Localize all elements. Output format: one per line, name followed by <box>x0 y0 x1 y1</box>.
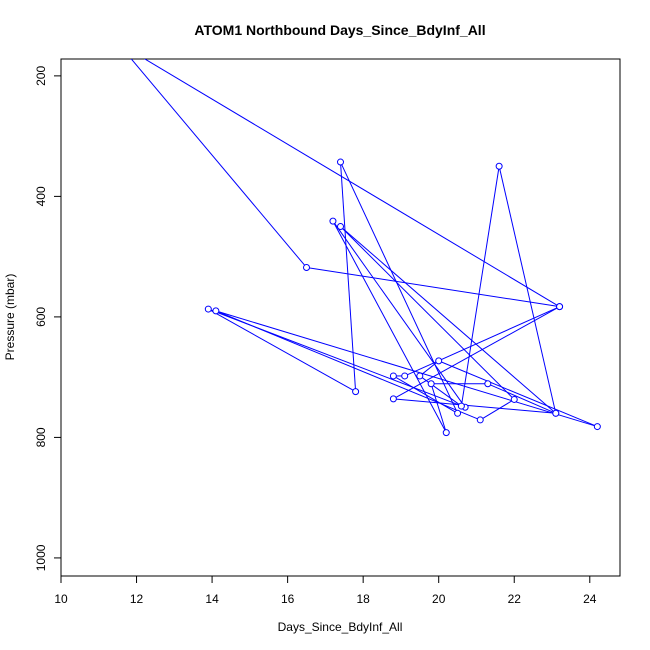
data-point <box>552 409 560 417</box>
data-point <box>204 305 212 313</box>
series-line-segment <box>215 310 481 421</box>
x-tick-label: 22 <box>508 592 522 606</box>
y-tick-label: 200 <box>34 66 48 86</box>
series-line-segment <box>332 220 466 408</box>
series-line-segment <box>393 306 560 400</box>
x-tick-label: 12 <box>130 592 144 606</box>
series-line-segment <box>430 383 447 433</box>
data-point <box>435 357 443 365</box>
x-tick-label: 18 <box>356 592 370 606</box>
x-axis-label: Days_Since_BdyInf_All <box>278 620 403 634</box>
y-axis: 200 400 600 800 1000 <box>34 66 62 571</box>
data-point <box>476 416 484 424</box>
chart-title: ATOM1 Northbound Days_Since_BdyInf_All <box>194 22 485 38</box>
series-line-segment <box>130 59 307 268</box>
series-line-segment <box>393 398 556 414</box>
data-point <box>495 162 503 170</box>
x-tick-label: 10 <box>54 592 68 606</box>
series-line-segment <box>419 375 462 407</box>
series-line-segment <box>340 162 357 392</box>
series-line-segment <box>479 399 515 421</box>
plot-area <box>130 59 601 437</box>
data-point <box>442 429 450 437</box>
series-line-segment <box>306 266 560 308</box>
y-tick-label: 800 <box>34 427 48 447</box>
data-point <box>416 372 424 380</box>
data-point <box>401 372 409 380</box>
series-line-segment <box>143 59 560 308</box>
x-tick-label: 24 <box>583 592 597 606</box>
y-tick-label: 1000 <box>34 544 48 571</box>
x-tick-label: 14 <box>205 592 219 606</box>
series-line-segment <box>438 360 598 428</box>
series-line-segment <box>487 383 556 414</box>
data-point <box>484 380 492 388</box>
x-tick-label: 16 <box>281 592 295 606</box>
x-tick-label: 20 <box>432 592 446 606</box>
y-tick-label: 400 <box>34 186 48 206</box>
series-line-segment <box>215 310 598 428</box>
y-tick-label: 600 <box>34 307 48 327</box>
data-point <box>337 158 344 166</box>
data-point <box>556 303 564 311</box>
data-point <box>510 395 518 403</box>
data-point <box>389 372 397 380</box>
series-line-segment <box>460 166 500 407</box>
data-point <box>352 388 360 396</box>
y-axis-label: Pressure (mbar) <box>3 274 17 361</box>
data-point <box>427 380 435 388</box>
series-line-segment <box>340 226 557 414</box>
data-point <box>337 223 344 231</box>
series-line-segment <box>498 166 557 414</box>
series-line-segment <box>340 161 459 414</box>
data-point <box>454 409 462 417</box>
series-line-segment <box>332 220 447 433</box>
series-line-segment <box>208 308 356 393</box>
data-point <box>212 307 220 315</box>
data-point <box>389 395 397 403</box>
series-line-segment <box>340 226 515 400</box>
data-point <box>457 402 465 410</box>
data-point <box>303 263 311 271</box>
x-axis: 10 12 14 16 18 20 22 24 <box>54 575 597 606</box>
data-point <box>329 217 337 225</box>
data-point <box>593 423 601 431</box>
